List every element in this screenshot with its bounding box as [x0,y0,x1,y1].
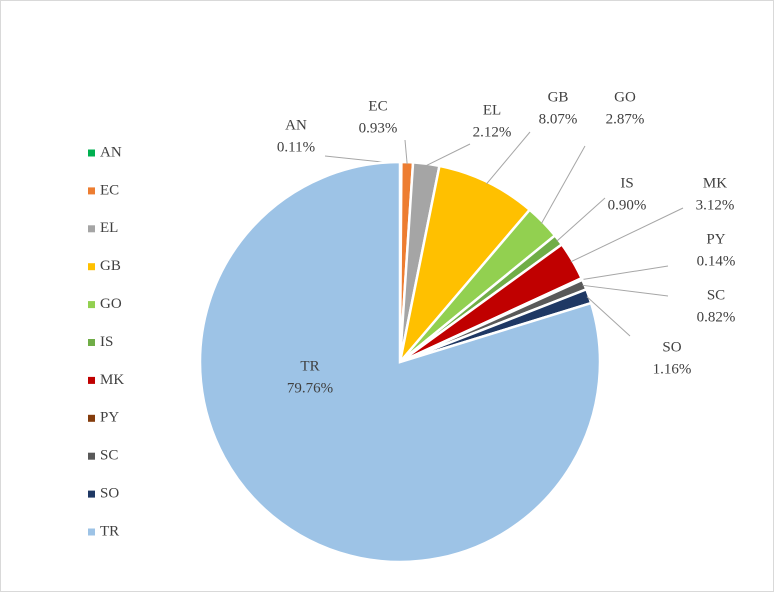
legend-swatch [88,339,95,346]
slice-label-name: GO [614,89,636,105]
slice-label-value: 79.76% [287,380,333,396]
slice-label-value: 2.12% [473,124,512,140]
legend-label: AN [100,144,122,160]
legend-swatch [88,452,95,460]
legend-swatch [88,414,95,422]
legend-label: EC [100,182,119,198]
slice-label-name: GB [548,89,569,105]
legend-swatch [88,490,95,498]
slice-label-value: 1.16% [653,361,692,377]
slice-label-name: TR [300,358,319,374]
slice-label-name: PY [706,231,725,247]
legend-swatch [88,149,95,157]
legend-label: SO [100,486,119,502]
leader-line [570,207,684,263]
slice-label-name: EL [483,102,501,118]
leader-line [580,265,669,281]
pie-slice [198,160,602,564]
slice-label-value: 0.14% [697,253,736,269]
slice-label-value: 0.90% [608,197,647,213]
slice-label-name: EC [368,98,387,114]
slice-label-name: SO [662,339,681,355]
legend-label: TR [100,523,119,539]
legend-label: PY [100,410,119,426]
legend-swatch [88,301,95,309]
slice-label-name: SC [707,287,725,303]
slice-label-name: IS [620,175,633,191]
legend-swatch [88,376,95,384]
slice-label-name: AN [285,117,307,133]
slice-label-value: 8.07% [539,111,578,127]
legend-label: IS [100,334,113,350]
legend-label: EL [100,220,118,236]
slice-label-value: 0.82% [697,309,736,325]
leader-line [404,139,408,165]
leader-line [425,143,471,167]
legend-label: GB [100,258,121,274]
legend-swatch [88,263,95,271]
leader-line [541,145,586,224]
leader-line [486,131,531,185]
slice-label-name: MK [703,175,727,191]
leader-line [582,284,669,297]
legend-swatch [88,187,95,195]
slice-label-value: 0.93% [359,120,398,136]
leader-line [556,197,606,242]
leader-line [586,296,631,337]
slice-label-value: 2.87% [606,111,645,127]
slice-label-value: 0.11% [277,139,315,155]
legend-label: GO [100,296,122,312]
legend-swatch [88,225,95,233]
legend-label: MK [100,372,124,388]
legend-swatch [88,528,95,536]
legend-label: SC [100,448,118,464]
slice-label-value: 3.12% [696,197,735,213]
